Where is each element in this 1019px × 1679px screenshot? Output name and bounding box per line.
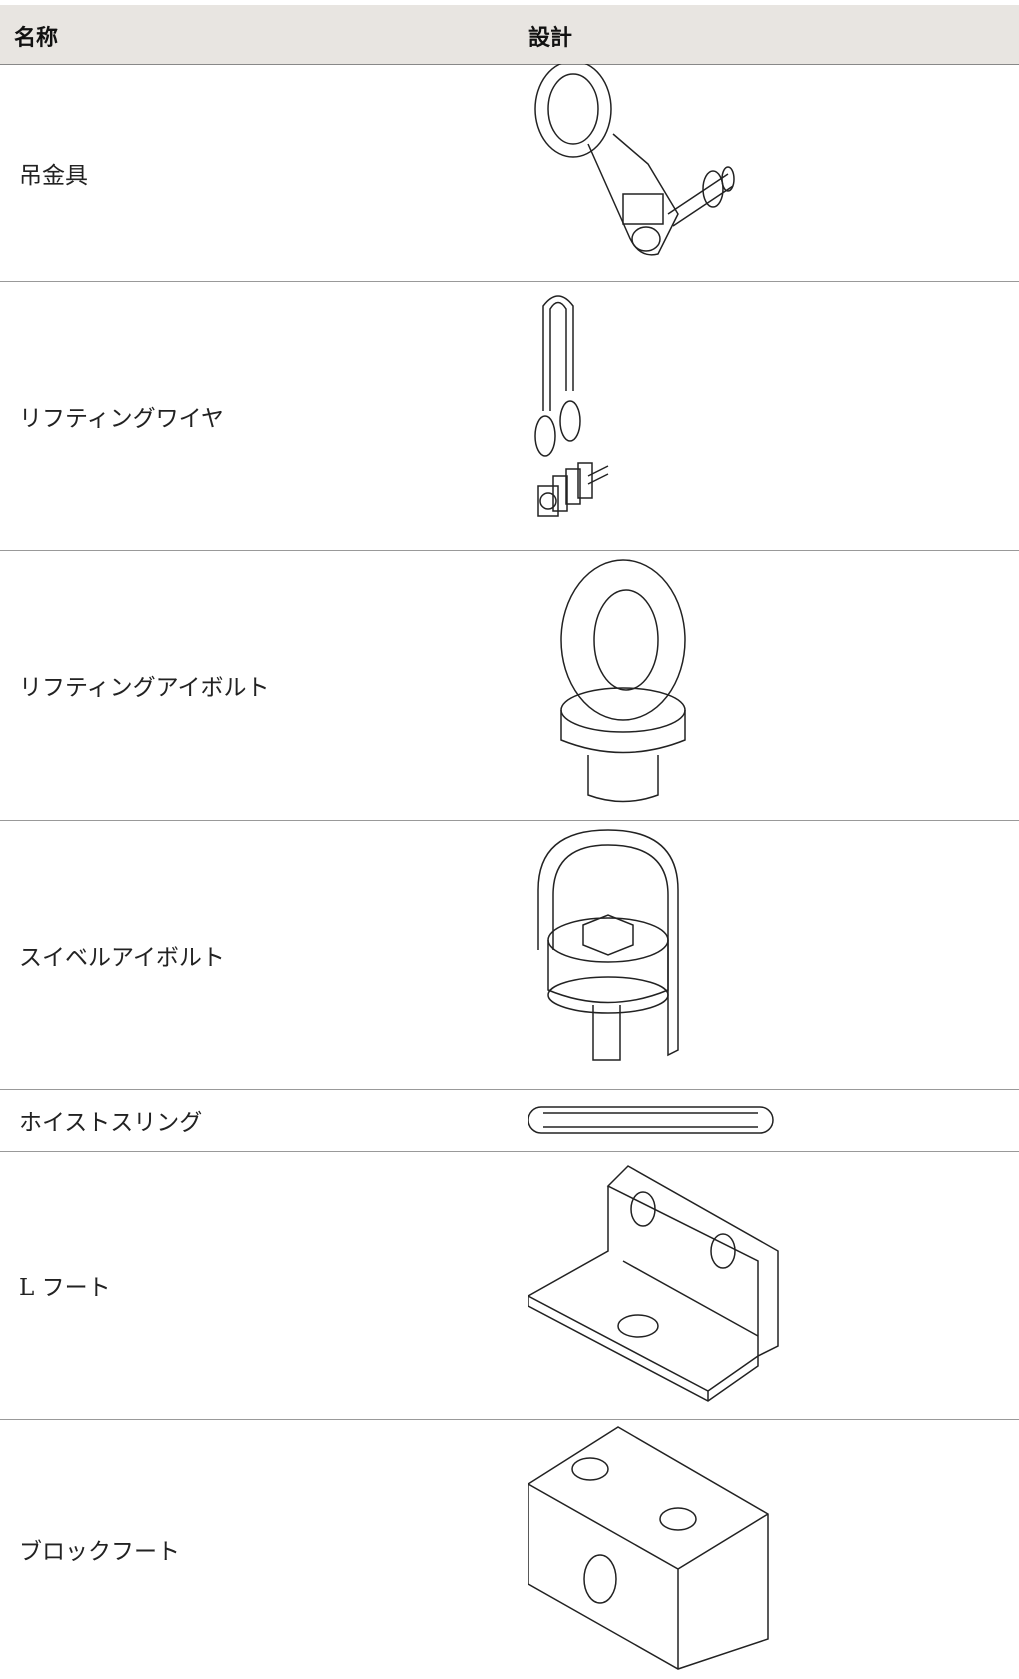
illustration: [534, 64, 735, 256]
header-cell: 名称: [14, 26, 59, 51]
illustration: [528, 1106, 774, 1134]
table-row: L フート: [0, 1151, 1019, 1420]
row-name: リフティングアイボルト: [19, 675, 270, 701]
row-name: 吊金具: [19, 162, 88, 189]
table-header: 名称 設計: [0, 5, 1019, 65]
table-row: ホイストスリング: [0, 1089, 1019, 1152]
row-name: ブロックフート: [19, 1539, 180, 1565]
row-name: リフティングワイヤ: [19, 405, 224, 432]
table-row: リフティングアイボルト: [0, 550, 1019, 821]
row-name: スイベルアイボルト: [19, 944, 225, 971]
illustration: [528, 1165, 779, 1402]
table-row: リフティングワイヤ: [0, 281, 1019, 551]
illustration: [528, 1426, 769, 1670]
row-name: ホイストスリング: [19, 1110, 203, 1136]
table-row: ブロックフート: [0, 1419, 1019, 1679]
illustration: [560, 559, 686, 803]
illustration: [537, 829, 679, 1061]
illustration: [534, 295, 609, 517]
table-row: 吊金具: [0, 64, 1019, 282]
row-name: L フート: [19, 1275, 111, 1301]
header-cell: 設計: [528, 26, 573, 51]
table-row: スイベルアイボルト: [0, 820, 1019, 1090]
